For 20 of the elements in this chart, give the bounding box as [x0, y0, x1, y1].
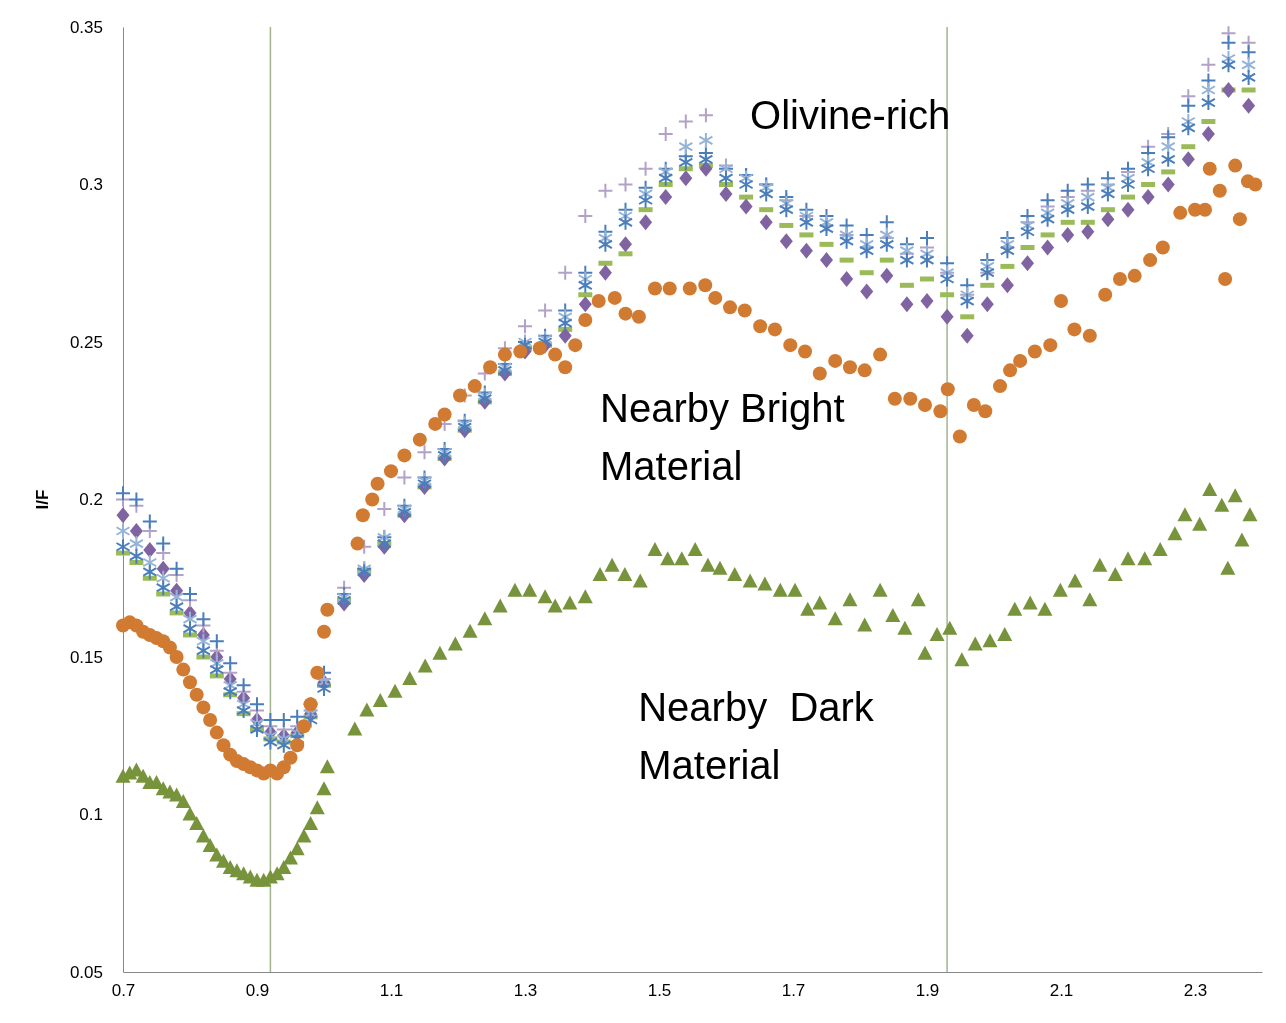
- annotation: Nearby Dark Material: [638, 685, 875, 788]
- y-tick-label: 0.2: [79, 490, 103, 510]
- y-tick-label: 0.35: [69, 17, 103, 37]
- annotation: Olivine-rich: [750, 93, 951, 138]
- y-tick-label: 0.15: [69, 647, 103, 667]
- y-tick-label: 0.05: [69, 962, 103, 982]
- x-tick-label: 0.9: [245, 981, 270, 1001]
- annotation: Nearby Bright Material: [600, 386, 845, 489]
- x-tick-label: 2.3: [1183, 981, 1208, 1001]
- x-tick-label: 2.1: [1049, 981, 1074, 1001]
- x-tick-label: 1.5: [647, 981, 672, 1001]
- x-tick-label: 1.9: [915, 981, 940, 1001]
- y-tick-label: 0.1: [79, 805, 103, 825]
- x-tick-label: 1.7: [781, 981, 806, 1001]
- x-tick-label: 1.1: [379, 981, 404, 1001]
- y-tick-label: 0.25: [69, 332, 103, 352]
- x-tick-label: 0.7: [111, 981, 136, 1001]
- x-tick-label: 1.3: [513, 981, 538, 1001]
- y-tick-label: 0.3: [79, 175, 103, 195]
- y-axis-title: I/F: [33, 489, 52, 510]
